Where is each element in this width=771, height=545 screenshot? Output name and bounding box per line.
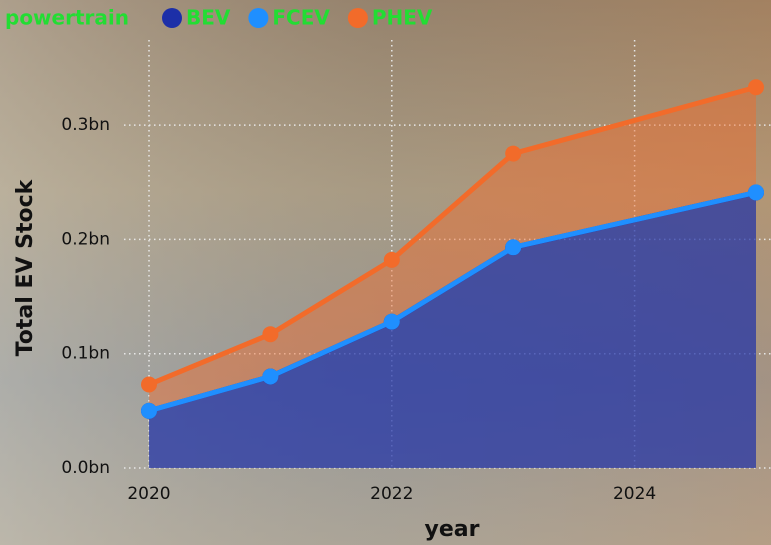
y-tick-label: 0.3bn [61, 115, 110, 135]
legend-label: PHEV [372, 6, 433, 30]
point [383, 251, 400, 268]
point [262, 326, 279, 343]
y-tick-label: 0.0bn [61, 458, 110, 478]
x-tick-label: 2020 [127, 484, 170, 504]
legend-marker [347, 8, 368, 28]
legend-label: BEV [186, 6, 231, 30]
point [505, 239, 522, 256]
x-tick-label: 2022 [370, 484, 413, 504]
area [149, 87, 756, 411]
legend-title: powertrain [5, 6, 129, 30]
y-axis-title: Total EV Stock [13, 178, 38, 356]
point [141, 402, 157, 419]
point [383, 313, 400, 330]
point [748, 79, 764, 96]
y-tick-label: 0.1bn [61, 344, 110, 364]
x-tick-label: 2024 [613, 484, 656, 504]
legend-marker [162, 8, 182, 28]
legend-label: FCEV [272, 6, 330, 30]
y-tick-label: 0.2bn [61, 229, 110, 249]
point [141, 376, 157, 393]
point [262, 368, 279, 385]
legend-marker [248, 8, 269, 28]
area [149, 192, 756, 468]
point [505, 145, 522, 162]
x-axis-title: year [425, 517, 480, 542]
point [748, 184, 764, 201]
